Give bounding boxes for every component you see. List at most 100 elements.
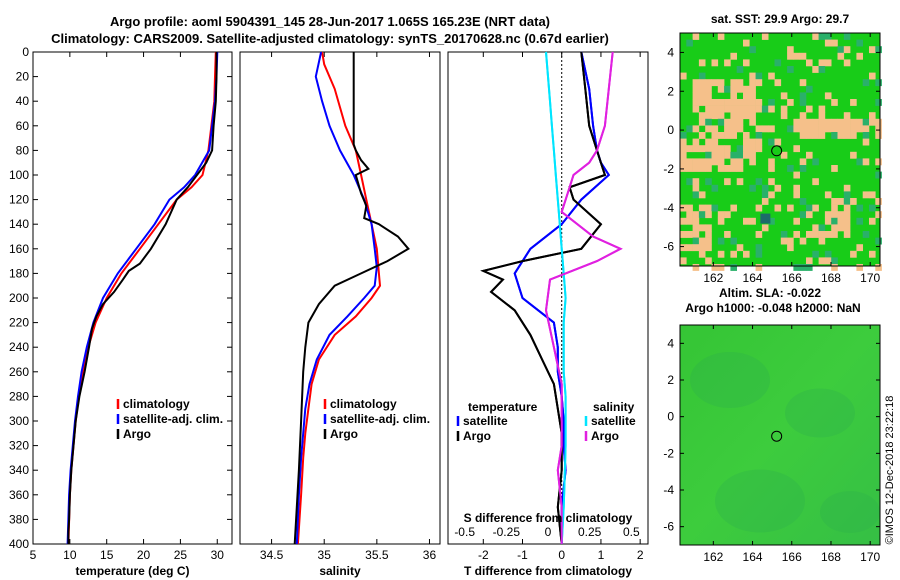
sst-cell: [680, 132, 687, 139]
land-cell: [705, 244, 712, 252]
legend-label: climatology: [123, 397, 190, 411]
land-cell: [850, 198, 857, 205]
legend-label: satellite: [463, 414, 508, 428]
land-cell: [843, 112, 851, 120]
land-cell: [799, 158, 807, 166]
land-cell: [799, 132, 807, 139]
sst-cell: [818, 224, 826, 232]
sla-blob: [785, 388, 855, 438]
land-cell: [749, 72, 756, 80]
land-cell: [717, 165, 725, 172]
land-cell: [686, 217, 693, 225]
y-tick-label: 40: [16, 94, 30, 108]
land-cell: [698, 191, 706, 199]
land-cell: [692, 79, 700, 87]
sst-cell: [862, 132, 870, 139]
sst-cell: [768, 99, 775, 106]
land-cell: [812, 132, 819, 139]
land-cell: [856, 118, 863, 126]
land-cell: [686, 165, 693, 172]
x-tick-label: 35.5: [365, 548, 389, 562]
sst-cell: [755, 72, 763, 80]
land-cell: [705, 99, 712, 106]
sst-cell: [837, 46, 845, 54]
y-tick-label: 0: [667, 123, 674, 137]
land-cell: [743, 217, 750, 225]
land-cell: [843, 217, 851, 225]
land-cell: [761, 224, 769, 232]
land-cell: [806, 59, 813, 67]
y-tick-label: -4: [663, 483, 674, 497]
land-cell: [686, 244, 693, 252]
land-cell: [736, 105, 744, 113]
land-cell: [862, 125, 870, 133]
land-cell: [692, 184, 700, 192]
land-cell: [869, 191, 876, 199]
land-cell: [843, 125, 851, 133]
sst-cell: [736, 151, 744, 159]
land-cell: [818, 231, 826, 238]
x-tick-label: -1: [517, 548, 528, 562]
land-cell: [755, 79, 763, 87]
land-cell: [730, 250, 737, 258]
sla-field: [680, 325, 880, 545]
land-cell: [730, 158, 737, 166]
land-cell: [749, 112, 756, 120]
land-cell: [799, 237, 807, 245]
land-cell: [680, 145, 687, 153]
land-cell: [875, 158, 882, 166]
sst-cell: [875, 46, 882, 54]
temperature-panel: 0 20 40 60 80 100 120 140 160 180 200 220 240 260 280 3…: [9, 45, 233, 578]
land-cell: [736, 125, 744, 133]
land-cell: [831, 125, 838, 133]
sst-cell: [717, 237, 725, 245]
land-cell: [837, 125, 845, 133]
land-cell: [686, 204, 693, 212]
land-cell: [736, 112, 744, 120]
land-cell: [692, 138, 700, 146]
sst-cell: [736, 145, 744, 153]
sst-cell: [730, 264, 737, 271]
y-tick-label: 400: [9, 537, 29, 551]
sst-cell: [749, 184, 756, 192]
land-cell: [692, 211, 700, 219]
land-cell: [806, 118, 813, 126]
y-tick-label: -2: [663, 446, 674, 460]
land-cell: [698, 237, 706, 245]
land-cell: [717, 264, 725, 271]
land-cell: [705, 79, 712, 87]
land-cell: [717, 151, 725, 159]
sst-cell: [831, 257, 838, 265]
land-cell: [680, 231, 687, 238]
land-cell: [850, 99, 857, 106]
land-cell: [806, 105, 813, 113]
land-cell: [875, 264, 882, 271]
land-cell: [711, 112, 719, 120]
land-cell: [730, 105, 737, 113]
x-tick-label: 168: [821, 550, 841, 564]
land-cell: [698, 85, 706, 93]
land-cell: [824, 118, 832, 126]
land-cell: [724, 211, 731, 219]
land-cell: [705, 85, 712, 93]
x-tick-label: 162: [703, 271, 723, 285]
x-tick-label: 170: [860, 271, 880, 285]
land-cell: [692, 158, 700, 166]
land-cell: [843, 211, 851, 219]
land-cell: [799, 52, 807, 60]
legend-title: salinity: [593, 400, 635, 414]
land-cell: [680, 72, 687, 80]
y-tick-label: 300: [9, 414, 29, 428]
y-tick-label: 320: [9, 439, 29, 453]
land-cell: [711, 145, 719, 153]
sst-cell: [843, 191, 851, 199]
sst-cell: [705, 178, 712, 186]
y-tick-label: 2: [667, 84, 674, 98]
y-tick-label: 240: [9, 340, 29, 354]
land-cell: [812, 224, 819, 232]
sst-cell: [755, 178, 763, 186]
y-tick-label: 80: [16, 143, 30, 157]
land-cell: [730, 125, 737, 133]
sst-cell: [799, 264, 807, 271]
land-cell: [850, 151, 857, 159]
